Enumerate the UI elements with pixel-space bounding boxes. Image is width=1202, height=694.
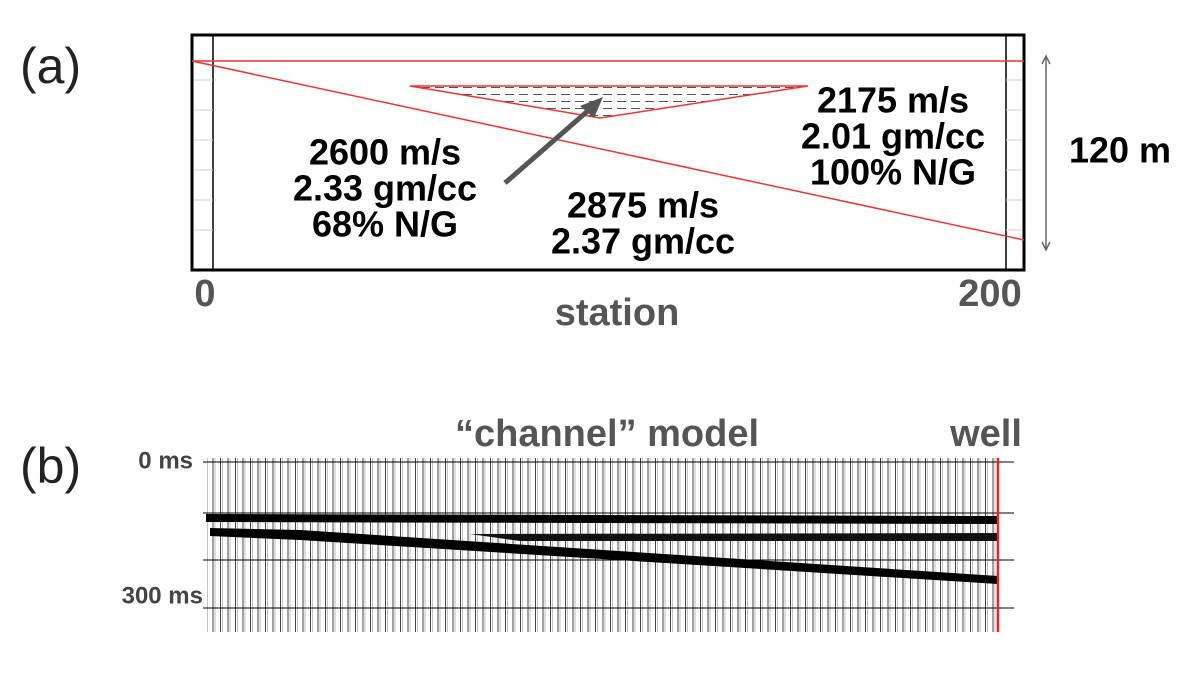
layer-property: 68% N/G (312, 204, 458, 245)
model-box (190, 33, 1026, 272)
axis-end: 200 (958, 273, 1021, 315)
layer-property: 2600 m/s (309, 132, 461, 173)
axis-label: station (555, 292, 680, 334)
layer-property: 2.37 gm/cc (551, 221, 735, 262)
layer-property: 2875 m/s (567, 185, 719, 226)
thickness-label: 120 m (1069, 130, 1171, 171)
panel-label: (b) (20, 438, 81, 494)
layer-property: 100% N/G (810, 152, 976, 193)
thickness-arrow (1041, 54, 1051, 252)
time-label: 300 ms (122, 582, 203, 609)
layer-property: 2.01 gm/cc (801, 116, 985, 157)
layer-property: 2.33 gm/cc (293, 168, 477, 209)
layer-property: 2175 m/s (817, 80, 969, 121)
panel-label: (a) (20, 38, 81, 94)
section-title: “channel” model (455, 413, 759, 455)
time-label: 0 ms (138, 447, 193, 474)
seismic-section (203, 458, 1014, 632)
well-label: well (949, 413, 1022, 455)
axis-start: 0 (194, 273, 215, 315)
